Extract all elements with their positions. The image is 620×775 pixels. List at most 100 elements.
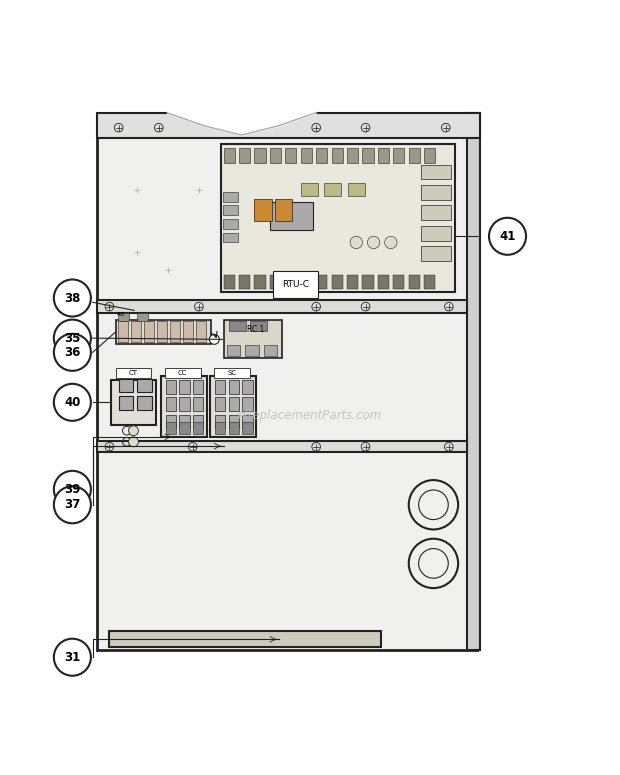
Bar [393, 148, 404, 164]
Bar [229, 380, 239, 394]
Circle shape [210, 335, 219, 344]
Circle shape [195, 302, 203, 311]
Bar [285, 275, 296, 289]
Circle shape [128, 437, 138, 446]
Text: 40: 40 [64, 396, 81, 409]
Bar [421, 226, 451, 240]
Circle shape [54, 639, 91, 676]
Circle shape [54, 471, 91, 508]
Bar [347, 275, 358, 289]
Bar [409, 275, 420, 289]
Bar [223, 232, 239, 243]
Bar [215, 380, 226, 394]
Bar [424, 275, 435, 289]
Circle shape [312, 302, 321, 311]
Bar [250, 322, 267, 332]
Bar [193, 415, 203, 429]
Circle shape [418, 549, 448, 578]
Bar [224, 275, 235, 289]
Bar [301, 275, 312, 289]
Text: CT: CT [129, 370, 138, 377]
Bar [193, 398, 203, 411]
Bar [166, 415, 176, 429]
Bar [316, 275, 327, 289]
Text: 39: 39 [64, 483, 81, 496]
Circle shape [54, 384, 91, 421]
Bar [179, 380, 190, 394]
Bar [196, 322, 206, 343]
Bar [118, 322, 128, 343]
Circle shape [418, 490, 448, 519]
Bar [161, 377, 207, 437]
Bar [137, 396, 152, 410]
Bar [115, 368, 151, 378]
Circle shape [441, 123, 450, 132]
Bar [224, 320, 282, 359]
Bar [301, 183, 318, 196]
Bar [183, 322, 193, 343]
Circle shape [54, 334, 91, 370]
Bar [332, 275, 343, 289]
Bar [118, 313, 129, 321]
Bar [166, 422, 176, 435]
Circle shape [350, 236, 363, 249]
Bar [223, 192, 239, 202]
Text: 4B: 4B [117, 312, 125, 316]
Bar [229, 398, 239, 411]
Text: RC 1: RC 1 [247, 326, 265, 334]
Bar [215, 415, 226, 429]
Bar [254, 148, 265, 164]
Bar [109, 632, 381, 646]
Bar [421, 164, 451, 180]
Circle shape [154, 123, 163, 132]
Bar [467, 113, 480, 649]
Bar [193, 380, 203, 394]
Bar [223, 219, 239, 229]
Bar [270, 202, 313, 230]
Bar [97, 300, 467, 313]
Bar [239, 148, 250, 164]
Bar [424, 148, 435, 164]
Bar [136, 313, 148, 321]
Bar [157, 322, 167, 343]
Bar [242, 422, 252, 435]
Bar [227, 345, 241, 356]
Circle shape [361, 123, 370, 132]
Bar [179, 422, 190, 435]
Bar [324, 183, 342, 196]
Text: SC: SC [228, 370, 237, 377]
Circle shape [114, 123, 123, 132]
Text: RTU-C: RTU-C [282, 281, 309, 289]
Bar [378, 275, 389, 289]
Text: 36: 36 [64, 346, 81, 359]
Bar [270, 148, 281, 164]
Bar [421, 185, 451, 200]
Bar [210, 377, 256, 437]
Bar [97, 113, 480, 137]
Bar [332, 148, 343, 164]
Bar [363, 148, 374, 164]
Bar [131, 322, 141, 343]
Bar [221, 143, 455, 292]
Bar [229, 422, 239, 435]
Circle shape [409, 480, 458, 529]
Bar [115, 319, 211, 344]
Circle shape [361, 302, 370, 311]
Circle shape [105, 443, 113, 451]
Circle shape [445, 443, 453, 451]
Bar [245, 345, 259, 356]
Bar [242, 415, 252, 429]
Bar [301, 148, 312, 164]
Circle shape [409, 539, 458, 588]
Circle shape [105, 302, 113, 311]
Bar [393, 275, 404, 289]
Bar [215, 398, 226, 411]
Bar [166, 398, 176, 411]
Bar [170, 322, 180, 343]
Circle shape [445, 302, 453, 311]
Circle shape [54, 280, 91, 316]
Bar [348, 183, 365, 196]
Text: 41: 41 [499, 229, 516, 243]
Text: CC: CC [178, 370, 188, 377]
Bar [316, 148, 327, 164]
